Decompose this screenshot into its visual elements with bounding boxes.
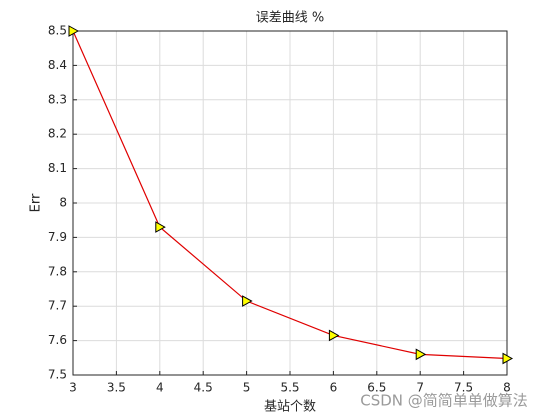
y-tick-label: 8.2 bbox=[48, 127, 67, 141]
y-tick-label: 8 bbox=[59, 196, 67, 210]
x-tick-label: 5.5 bbox=[280, 381, 299, 395]
x-tick-label: 4 bbox=[156, 381, 164, 395]
y-tick-label: 7.7 bbox=[48, 299, 67, 313]
x-tick-label: 6 bbox=[330, 381, 338, 395]
y-tick-label: 8.1 bbox=[48, 161, 67, 175]
y-axis-label: Err bbox=[29, 193, 44, 212]
x-tick-label: 3 bbox=[69, 381, 77, 395]
marker bbox=[502, 352, 514, 365]
x-tick-label: 6.5 bbox=[367, 381, 386, 395]
y-tick-label: 7.5 bbox=[48, 368, 67, 382]
chart-title: 误差曲线 % bbox=[256, 11, 325, 26]
x-axis-label: 基站个数 bbox=[264, 400, 316, 415]
x-tick-label: 5 bbox=[243, 381, 251, 395]
x-tick-label: 4.5 bbox=[194, 381, 213, 395]
y-tick-label: 7.6 bbox=[48, 333, 67, 347]
y-tick-label: 8.5 bbox=[48, 24, 67, 38]
marker bbox=[242, 295, 253, 307]
marker bbox=[68, 25, 80, 37]
x-tick-label: 7.5 bbox=[454, 381, 473, 395]
marker bbox=[155, 221, 166, 233]
x-tick-label: 8 bbox=[503, 381, 511, 395]
y-tick-label: 7.8 bbox=[48, 264, 67, 278]
y-tick-label: 7.9 bbox=[48, 230, 67, 244]
plot-frame bbox=[72, 30, 508, 376]
data-line bbox=[72, 30, 508, 360]
x-tick-label: 3.5 bbox=[107, 381, 126, 395]
y-tick-label: 8.3 bbox=[48, 92, 67, 106]
marker bbox=[328, 329, 340, 342]
x-tick-label: 7 bbox=[416, 381, 424, 395]
watermark: CSDN @简简单单做算法 bbox=[360, 392, 528, 410]
marker bbox=[415, 348, 427, 361]
y-tick-label: 8.4 bbox=[48, 58, 67, 72]
